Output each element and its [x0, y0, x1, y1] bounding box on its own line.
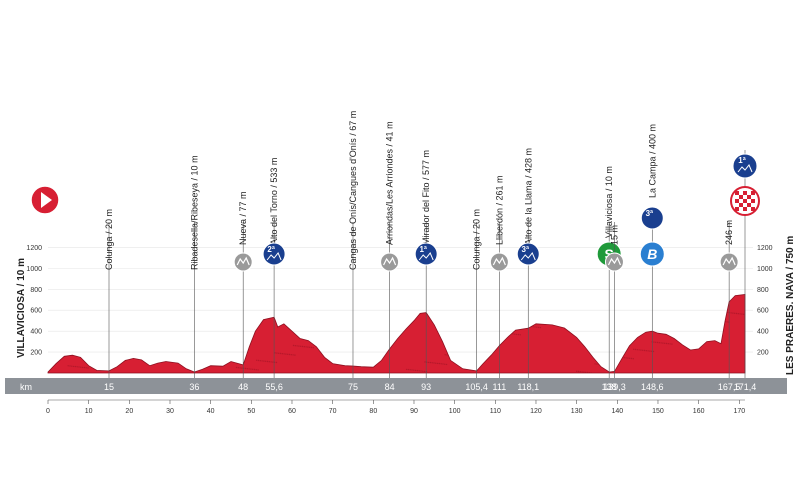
finish-town-label: LES PRAERES. NAVA / 750 m — [785, 236, 796, 375]
waypoint-label: Nueva / 77 m — [238, 191, 248, 245]
y-tick-label-right: 600 — [757, 308, 769, 315]
y-tick-label-right: 200 — [757, 350, 769, 357]
waypoint-km: 36 — [189, 382, 199, 392]
x-tick-label: 130 — [571, 408, 583, 415]
sprint-label: S — [605, 246, 614, 262]
climb-category-icon — [640, 206, 664, 230]
x-tick-label: 90 — [410, 408, 418, 415]
x-tick-label: 140 — [611, 408, 623, 415]
x-tick-label: 120 — [530, 408, 542, 415]
climb-category-label: 1ª — [738, 156, 745, 165]
waypoint-label: La Campa / 400 m — [647, 124, 657, 198]
x-tick-label: 0 — [46, 408, 50, 415]
waypoint-label: Arriondas/Les Arriondes / 41 m — [385, 121, 395, 245]
x-tick-label: 60 — [288, 408, 296, 415]
x-tick-label: 110 — [490, 408, 501, 415]
waypoint-km: 171,4 — [734, 382, 757, 392]
y-tick-label-left: 800 — [30, 287, 42, 294]
climb-category-icon — [262, 242, 286, 266]
waypoint-label: 246 m — [724, 220, 734, 245]
y-tick-label-right: 1200 — [757, 245, 773, 252]
climb-category-label: 3ª — [522, 245, 529, 254]
x-tick-label: 100 — [449, 408, 461, 415]
waypoint-km: 111 — [493, 382, 507, 392]
left-altitude-scale: 200 400 600 800 1000 1200 — [26, 245, 42, 357]
y-tick-label-left: 200 — [30, 350, 42, 357]
waypoint-label: Villaviciosa / 10 m — [604, 166, 614, 238]
x-tick-label: 80 — [369, 408, 377, 415]
waypoint-label: Alto del Torno / 533 m — [269, 158, 279, 245]
y-tick-label-left: 400 — [30, 329, 42, 336]
climb-category-label: 2ª — [267, 245, 274, 254]
waypoint-km: 167,5 — [718, 382, 741, 392]
waypoint-km: 105,4 — [465, 382, 488, 392]
waypoint-label: Lliberdón / 261 m — [494, 175, 504, 245]
climb-category-icon — [516, 242, 540, 266]
y-tick-label-left: 600 — [30, 308, 42, 315]
x-tick-label: 30 — [166, 408, 174, 415]
climb-category-icon — [732, 153, 758, 179]
waypoint-label: Mirador del Fito / 577 m — [421, 150, 431, 245]
climb-category-icon — [414, 242, 438, 266]
waypoint-label: 15 m — [609, 225, 619, 245]
x-tick-label: 10 — [85, 408, 93, 415]
x-tick-label: 40 — [207, 408, 215, 415]
waypoint-km: 48 — [238, 382, 248, 392]
waypoint-label: Cangas de Onís/Cangues d'Onís / 67 m — [348, 111, 358, 270]
x-tick-label: 20 — [125, 408, 133, 415]
waypoint-km: 93 — [421, 382, 431, 392]
y-tick-label-right: 400 — [757, 329, 769, 336]
climb-category-label: 1ª — [419, 245, 426, 254]
y-tick-label-right: 800 — [757, 287, 769, 294]
x-tick-label: 50 — [247, 408, 255, 415]
y-tick-label-left: 1000 — [26, 266, 42, 273]
waypoint-km: 55,6 — [265, 382, 283, 392]
bonus-sprint-icon — [639, 241, 665, 267]
right-altitude-scale: 200 400 600 800 1000 1200 — [757, 245, 773, 357]
start-town-label: VILLAVICIOSA / 10 m — [16, 258, 27, 358]
waypoint-km: 15 — [104, 382, 114, 392]
x-tick-label: 170 — [733, 408, 745, 415]
waypoint-km: 84 — [385, 382, 395, 392]
profile-area — [47, 294, 746, 374]
y-tick-label-left: 1200 — [26, 245, 42, 252]
km-band-label: km — [20, 382, 32, 392]
waypoint-label: Colunga / 20 m — [472, 209, 482, 270]
waypoint-km: 139,3 — [603, 382, 626, 392]
distance-axis: 0 10 20 30 40 50 60 70 80 90 100 110 120 130 140 150 160… — [46, 399, 745, 415]
climb-category-label: 3ª — [646, 209, 653, 218]
waypoint-km: 118,1 — [517, 382, 539, 392]
y-tick-label-right: 1000 — [757, 266, 773, 273]
start-icon — [30, 185, 60, 215]
waypoint-label: Colunga / 20 m — [104, 209, 114, 270]
waypoint-km: 148,6 — [641, 382, 664, 392]
km-band: km — [5, 378, 787, 394]
x-tick-label: 70 — [329, 408, 337, 415]
km-band-bar — [5, 378, 787, 394]
waypoints: 15 Colunga / 20 m 36 Ribadesella/Ribeseya /… — [104, 111, 760, 392]
x-tick-label: 160 — [693, 408, 705, 415]
end-labels: VILLAVICIOSA / 10 m LES PRAERES. NAVA / … — [16, 236, 796, 375]
waypoint-km: 138 — [602, 382, 617, 392]
waypoint-label: Alto de la Llama / 428 m — [523, 148, 533, 245]
x-tick-label: 150 — [652, 408, 664, 415]
waypoint-label: Ribadesella/Ribeseya / 10 m — [189, 155, 199, 270]
waypoint-km: 75 — [348, 382, 358, 392]
bonus-sprint-label: B — [647, 246, 657, 262]
